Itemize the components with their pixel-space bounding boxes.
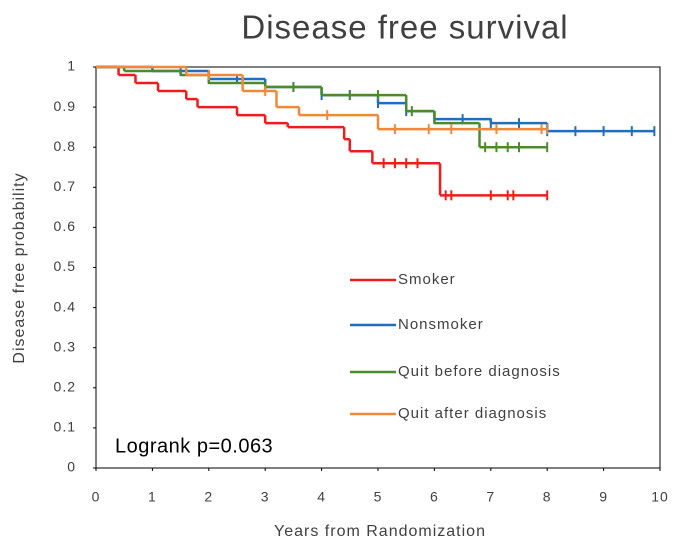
y-tick-label: 0.9 [54, 98, 76, 114]
y-tick-label: 1 [67, 58, 76, 74]
y-tick-label: 0.4 [54, 298, 76, 314]
x-tick-label: 7 [486, 489, 495, 505]
x-tick-label: 6 [430, 489, 439, 505]
legend-label: Nonsmoker [398, 316, 484, 333]
chart-title: Disease free survival [241, 9, 568, 46]
x-tick-label: 4 [317, 489, 326, 505]
x-tick-label: 2 [204, 489, 213, 505]
y-tick-label: 0.3 [54, 338, 76, 354]
legend-label: Quit before diagnosis [398, 363, 561, 380]
legend-label: Quit after diagnosis [398, 405, 547, 422]
y-tick-label: 0 [67, 459, 76, 475]
x-tick-label: 0 [92, 489, 101, 505]
y-tick-label: 0.5 [54, 258, 76, 274]
y-tick-label: 0.7 [54, 178, 76, 194]
annotation: Logrank p=0.063 [115, 435, 273, 457]
x-tick-label: 10 [651, 489, 669, 505]
y-tick-label: 0.8 [54, 138, 76, 154]
x-tick-label: 9 [599, 489, 608, 505]
x-axis-label: Years from Randomization [274, 523, 486, 540]
y-axis-label: Disease free probability [11, 172, 28, 363]
y-tick-label: 0.2 [54, 379, 76, 395]
x-tick-label: 5 [374, 489, 383, 505]
x-tick-label: 1 [148, 489, 157, 505]
x-tick-label: 3 [261, 489, 270, 505]
x-tick-label: 8 [543, 489, 552, 505]
legend-label: Smoker [398, 271, 456, 288]
y-tick-label: 0.1 [54, 419, 76, 435]
y-tick-label: 0.6 [54, 218, 76, 234]
